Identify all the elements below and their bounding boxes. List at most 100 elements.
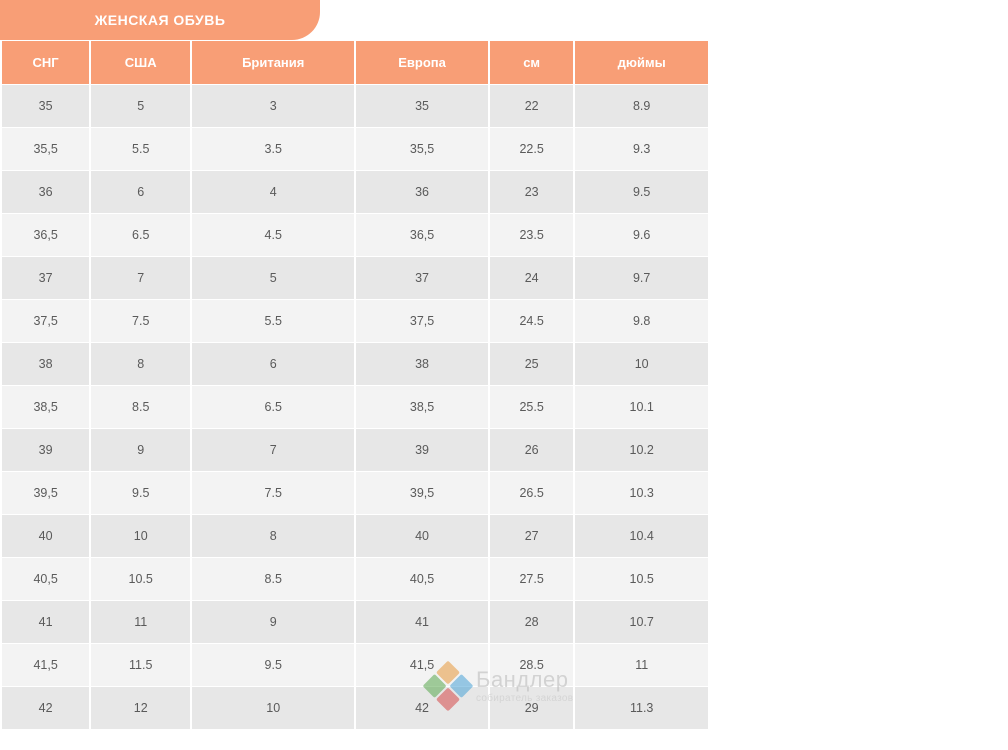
table-cell: 35,5 — [356, 128, 488, 170]
table-cell: 37,5 — [356, 300, 488, 342]
table-cell: 8.9 — [575, 85, 708, 127]
table-cell: 26.5 — [490, 472, 573, 514]
table-cell: 36,5 — [2, 214, 89, 256]
table-row: 40,510.58.540,527.510.5 — [2, 558, 708, 600]
table-cell: 9.5 — [192, 644, 354, 686]
table-row: 355335228.9 — [2, 85, 708, 127]
table-cell: 10 — [575, 343, 708, 385]
table-cell: 35 — [2, 85, 89, 127]
table-cell: 26 — [490, 429, 573, 471]
table-row: 421210422911.3 — [2, 687, 708, 729]
table-cell: 10.2 — [575, 429, 708, 471]
table-cell: 40 — [356, 515, 488, 557]
table-cell: 9.5 — [91, 472, 190, 514]
table-cell: 27.5 — [490, 558, 573, 600]
table-cell: 40,5 — [2, 558, 89, 600]
table-row: 36,56.54.536,523.59.6 — [2, 214, 708, 256]
table-row: 41,511.59.541,528.511 — [2, 644, 708, 686]
table-cell: 3.5 — [192, 128, 354, 170]
table-cell: 25 — [490, 343, 573, 385]
table-cell: 10.3 — [575, 472, 708, 514]
column-header: дюймы — [575, 41, 708, 84]
table-cell: 11 — [575, 644, 708, 686]
table-cell: 39,5 — [2, 472, 89, 514]
table-cell: 10.5 — [91, 558, 190, 600]
table-cell: 7.5 — [192, 472, 354, 514]
table-cell: 7.5 — [91, 300, 190, 342]
table-cell: 9.3 — [575, 128, 708, 170]
column-header: см — [490, 41, 573, 84]
table-cell: 41,5 — [2, 644, 89, 686]
table-cell: 24 — [490, 257, 573, 299]
table-cell: 8 — [91, 343, 190, 385]
table-cell: 11 — [91, 601, 190, 643]
table-cell: 9 — [91, 429, 190, 471]
table-cell: 27 — [490, 515, 573, 557]
table-cell: 37 — [2, 257, 89, 299]
table-cell: 36 — [2, 171, 89, 213]
table-cell: 9.8 — [575, 300, 708, 342]
table-cell: 39 — [356, 429, 488, 471]
table-cell: 6.5 — [192, 386, 354, 428]
table-cell: 10.7 — [575, 601, 708, 643]
column-header: США — [91, 41, 190, 84]
table-cell: 9.5 — [575, 171, 708, 213]
table-cell: 28.5 — [490, 644, 573, 686]
table-cell: 6.5 — [91, 214, 190, 256]
table-cell: 8.5 — [192, 558, 354, 600]
table-cell: 38 — [2, 343, 89, 385]
table-cell: 39 — [2, 429, 89, 471]
table-cell: 37,5 — [2, 300, 89, 342]
table-row: 38,58.56.538,525.510.1 — [2, 386, 708, 428]
table-cell: 42 — [356, 687, 488, 729]
table-cell: 38,5 — [2, 386, 89, 428]
table-cell: 10.5 — [575, 558, 708, 600]
table-head: СНГСШАБританияЕвропасмдюймы — [2, 41, 708, 84]
table-cell: 5.5 — [192, 300, 354, 342]
table-cell: 40,5 — [356, 558, 488, 600]
table-cell: 11.5 — [91, 644, 190, 686]
table-cell: 24.5 — [490, 300, 573, 342]
table-cell: 8 — [192, 515, 354, 557]
table-cell: 3 — [192, 85, 354, 127]
table-cell: 40 — [2, 515, 89, 557]
table-row: 35,55.53.535,522.59.3 — [2, 128, 708, 170]
table-cell: 10.4 — [575, 515, 708, 557]
table-cell: 5 — [192, 257, 354, 299]
table-cell: 5 — [91, 85, 190, 127]
table-cell: 10.1 — [575, 386, 708, 428]
table-row: 37,57.55.537,524.59.8 — [2, 300, 708, 342]
column-header: Европа — [356, 41, 488, 84]
table-cell: 11.3 — [575, 687, 708, 729]
table-cell: 12 — [91, 687, 190, 729]
table-cell: 10 — [91, 515, 190, 557]
table-row: 377537249.7 — [2, 257, 708, 299]
table-cell: 39,5 — [356, 472, 488, 514]
table-cell: 9.6 — [575, 214, 708, 256]
table-cell: 23.5 — [490, 214, 573, 256]
table-title: ЖЕНСКАЯ ОБУВЬ — [0, 0, 320, 40]
table-row: 40108402710.4 — [2, 515, 708, 557]
column-header: СНГ — [2, 41, 89, 84]
table-cell: 4.5 — [192, 214, 354, 256]
table-cell: 10 — [192, 687, 354, 729]
table-cell: 22 — [490, 85, 573, 127]
column-header: Британия — [192, 41, 354, 84]
table-cell: 9 — [192, 601, 354, 643]
table-cell: 35,5 — [2, 128, 89, 170]
table-cell: 37 — [356, 257, 488, 299]
table-cell: 29 — [490, 687, 573, 729]
table-cell: 41 — [2, 601, 89, 643]
size-table: СНГСШАБританияЕвропасмдюймы 355335228.93… — [0, 40, 710, 730]
table-cell: 25.5 — [490, 386, 573, 428]
table-cell: 36 — [356, 171, 488, 213]
table-body: 355335228.935,55.53.535,522.59.336643623… — [2, 85, 708, 729]
table-cell: 5.5 — [91, 128, 190, 170]
table-row: 366436239.5 — [2, 171, 708, 213]
table-cell: 42 — [2, 687, 89, 729]
table-cell: 23 — [490, 171, 573, 213]
table-cell: 9.7 — [575, 257, 708, 299]
table-cell: 7 — [91, 257, 190, 299]
table-cell: 41,5 — [356, 644, 488, 686]
table-cell: 35 — [356, 85, 488, 127]
